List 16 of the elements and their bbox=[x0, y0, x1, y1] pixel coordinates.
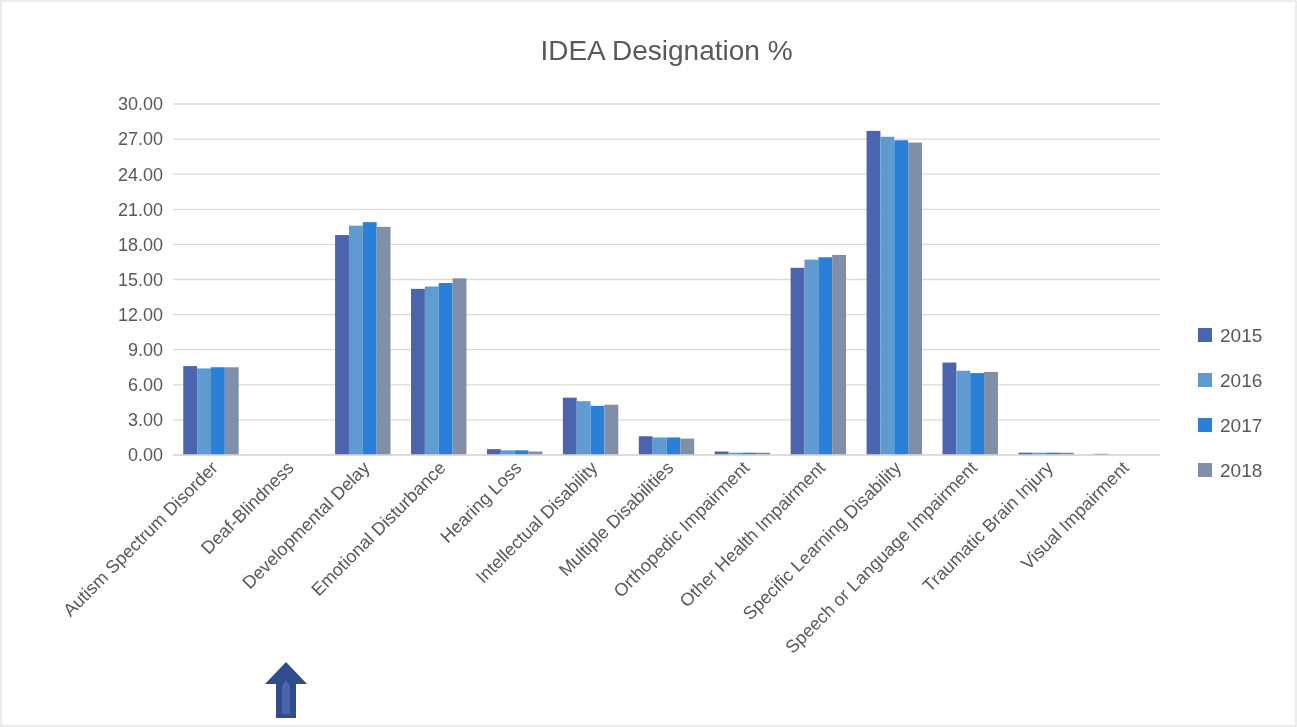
y-tick-label: 18.00 bbox=[117, 234, 163, 255]
y-tick-label: 30.00 bbox=[117, 94, 163, 115]
y-tick-label: 12.00 bbox=[117, 304, 163, 325]
y-tick-label: 6.00 bbox=[127, 375, 163, 396]
legend-label: 2018 bbox=[1220, 459, 1263, 481]
legend-label: 2015 bbox=[1220, 324, 1263, 346]
legend-label: 2016 bbox=[1220, 369, 1263, 391]
y-tick-label: 15.00 bbox=[117, 269, 163, 290]
y-tick-label: 0.00 bbox=[127, 445, 163, 466]
y-tick-label: 9.00 bbox=[127, 340, 163, 360]
legend-label: 2017 bbox=[1220, 414, 1263, 436]
y-tick-label: 21.00 bbox=[117, 199, 163, 220]
y-tick-label: 27.00 bbox=[117, 129, 163, 150]
y-tick-label: 24.00 bbox=[117, 164, 163, 185]
chart-title: IDEA Designation % bbox=[540, 35, 793, 66]
y-tick-label: 3.00 bbox=[127, 410, 163, 431]
